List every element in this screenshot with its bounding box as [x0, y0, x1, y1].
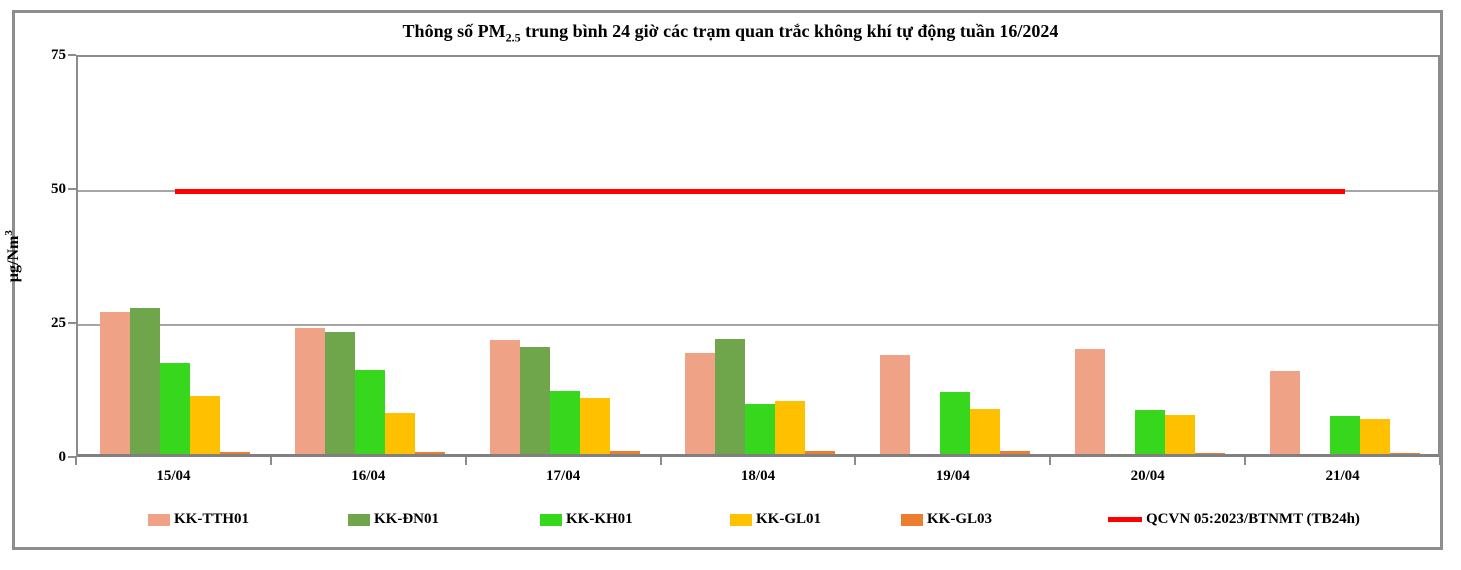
- x-tick-label-18-04: 18/04: [740, 468, 776, 484]
- plot-area: [76, 55, 1440, 457]
- bar-KK-GL01-17-04: [580, 398, 611, 454]
- bar-KK-TTH01-19-04: [879, 355, 910, 454]
- bar-KK-GL03-20-04: [1194, 452, 1225, 454]
- chart-title-suffix: trung bình 24 giờ các trạm quan trắc khô…: [520, 21, 1059, 41]
- x-tick-label-21-04: 21/04: [1325, 468, 1360, 484]
- bar-KK-TTH01-20-04: [1074, 348, 1105, 454]
- x-tick-label-15-04: 15/04: [156, 468, 191, 484]
- bar-KK-ĐN01-15-04: [130, 307, 161, 454]
- x-tick-mark-6: [1244, 457, 1247, 465]
- legend-label-KK-GL01: KK-GL01: [756, 511, 822, 527]
- legend-item-KK-GL03: KK-GL03: [901, 511, 992, 528]
- x-tick-mark-7: [1439, 457, 1441, 465]
- legend-swatch-KK-TTH01: [148, 513, 170, 526]
- bar-KK-GL03-15-04: [220, 452, 251, 454]
- bar-KK-KH01-17-04: [550, 391, 581, 454]
- x-tick-label-16-04: 16/04: [351, 468, 386, 484]
- y-axis-title: µg/Nm3: [3, 191, 23, 321]
- bar-KK-KH01-19-04: [939, 392, 970, 454]
- y-tick-mark-25: [68, 322, 76, 324]
- y-tick-mark-75: [68, 54, 76, 56]
- x-tick-mark-1: [269, 457, 272, 465]
- legend-label-KK-TTH01: KK-TTH01: [174, 511, 250, 527]
- bar-KK-GL03-17-04: [610, 451, 641, 454]
- bar-KK-GL01-18-04: [775, 400, 805, 454]
- bar-KK-GL03-16-04: [415, 452, 446, 454]
- bar-KK-ĐN01-16-04: [325, 331, 356, 454]
- legend-swatch-KK-GL03: [901, 513, 923, 526]
- legend-swatch-KK-ĐN01: [348, 513, 370, 526]
- bar-KK-KH01-15-04: [160, 363, 191, 454]
- y-tick-label-75: 75: [51, 47, 66, 63]
- legend-line-swatch-qcvn: [1108, 517, 1142, 522]
- x-tick-mark-2: [464, 457, 467, 465]
- legend-item-KK-GL01: KK-GL01: [730, 511, 821, 528]
- legend-label-qcvn: QCVN 05:2023/BTNMT (TB24h): [1146, 511, 1360, 527]
- y-tick-label-25: 25: [51, 315, 66, 331]
- bar-KK-TTH01-16-04: [295, 327, 326, 454]
- bar-KK-GL01-21-04: [1359, 419, 1390, 454]
- bar-KK-GL01-16-04: [385, 412, 416, 454]
- bar-KK-TTH01-15-04: [100, 311, 131, 454]
- bar-KK-ĐN01-17-04: [520, 347, 551, 454]
- legend-swatch-KK-GL01: [730, 513, 752, 526]
- legend-item-KK-ĐN01: KK-ĐN01: [348, 511, 439, 528]
- x-tick-label-20-04: 20/04: [1130, 468, 1165, 484]
- bar-KK-KH01-20-04: [1134, 410, 1165, 454]
- gridline-y-25: [78, 324, 1438, 326]
- legend-item-KK-KH01: KK-KH01: [540, 511, 633, 528]
- bar-KK-TTH01-17-04: [490, 340, 521, 454]
- legend-label-KK-ĐN01: KK-ĐN01: [374, 511, 439, 527]
- y-axis-title-exponent: 3: [2, 230, 15, 236]
- x-tick-label-19-04: 19/04: [935, 468, 970, 484]
- chart-title: Thông số PM2.5 trung bình 24 giờ các trạ…: [0, 21, 1461, 46]
- y-tick-mark-0: [68, 456, 76, 458]
- legend-label-KK-GL03: KK-GL03: [927, 511, 993, 527]
- x-tick-mark-4: [854, 457, 857, 465]
- bar-KK-ĐN01-18-04: [715, 339, 745, 454]
- reference-line-qcvn: [175, 189, 1345, 194]
- x-tick-mark-5: [1049, 457, 1052, 465]
- legend-swatch-KK-KH01: [540, 513, 562, 526]
- y-axis-title-text: µg/Nm: [5, 235, 23, 283]
- bar-KK-KH01-16-04: [355, 370, 386, 454]
- legend-item-qcvn: QCVN 05:2023/BTNMT (TB24h): [1108, 511, 1360, 528]
- x-tick-mark-0: [75, 457, 77, 465]
- bar-KK-GL03-19-04: [999, 451, 1030, 454]
- bar-KK-GL01-20-04: [1164, 415, 1195, 454]
- bar-KK-KH01-18-04: [745, 403, 775, 454]
- legend-item-KK-TTH01: KK-TTH01: [148, 511, 249, 528]
- y-tick-label-50: 50: [51, 181, 66, 197]
- y-tick-label-0: 0: [58, 449, 67, 465]
- bar-KK-TTH01-18-04: [685, 353, 715, 454]
- chart-title-subscript: 2.5: [505, 30, 521, 45]
- bar-KK-GL03-21-04: [1389, 452, 1420, 454]
- bar-KK-TTH01-21-04: [1269, 370, 1300, 454]
- chart-title-prefix: Thông số PM: [402, 21, 506, 41]
- legend-label-KK-KH01: KK-KH01: [566, 511, 633, 527]
- x-tick-mark-3: [659, 457, 662, 465]
- bar-KK-GL03-18-04: [805, 451, 835, 454]
- x-tick-label-17-04: 17/04: [546, 468, 581, 484]
- bar-KK-KH01-21-04: [1329, 416, 1360, 454]
- bar-KK-GL01-15-04: [190, 395, 221, 454]
- bar-KK-GL01-19-04: [969, 408, 1000, 454]
- y-tick-mark-50: [68, 188, 76, 190]
